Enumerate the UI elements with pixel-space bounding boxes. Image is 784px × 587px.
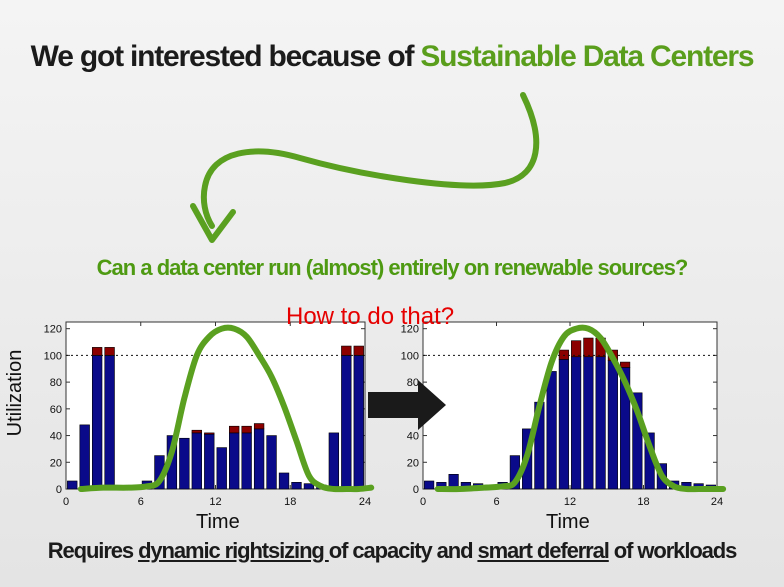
chart-after-xtick-label: 12 bbox=[564, 496, 576, 508]
chart-before-bar-overflow bbox=[241, 425, 252, 434]
chart-before-ytick-label: 80 bbox=[50, 377, 62, 389]
chart-before-bar-overflow bbox=[229, 425, 240, 434]
chart-after-bar-overflow bbox=[571, 340, 582, 358]
chart-after-ytick-label: 0 bbox=[413, 484, 419, 496]
overlay-note: How to do that? bbox=[286, 303, 455, 330]
chart-after-bar-overflow bbox=[558, 349, 569, 360]
footer-link-deferral: smart deferral bbox=[477, 538, 609, 563]
chart-before-bar bbox=[266, 435, 277, 490]
chart-after-ytick-label: 80 bbox=[407, 377, 419, 389]
chart-after-bar-overflow bbox=[620, 361, 631, 368]
chart-after-ytick-label: 100 bbox=[401, 350, 419, 362]
chart-before-bar-overflow bbox=[204, 432, 215, 435]
slide-title-prefix: We got interested because of bbox=[30, 40, 421, 73]
chart-before-xtick-label: 0 bbox=[63, 496, 69, 508]
chart-before-bar-overflow bbox=[104, 347, 115, 356]
footer-link-rightsizing: dynamic rightsizing bbox=[138, 538, 329, 563]
chart-before-ytick-label: 0 bbox=[56, 484, 62, 496]
chart-before-ytick-label: 40 bbox=[50, 431, 62, 443]
chart-before-bar bbox=[278, 472, 290, 490]
chart-after-xtick-label: 18 bbox=[637, 496, 649, 508]
chart-after-bar bbox=[424, 480, 435, 490]
chart-before-supply-curve bbox=[77, 324, 375, 493]
chart-before-bar bbox=[67, 480, 78, 490]
chart-before-bar-overflow bbox=[191, 429, 202, 434]
chart-before-xtick-label: 18 bbox=[284, 496, 296, 508]
chart-before-ytick-label: 60 bbox=[50, 404, 62, 416]
chart-after-bar bbox=[632, 392, 643, 490]
chart-before-bar bbox=[216, 447, 227, 490]
chart-after-xtick-label: 0 bbox=[420, 496, 426, 508]
x-axis-label-right: Time bbox=[546, 511, 590, 533]
footer-part3: of workloads bbox=[608, 538, 738, 563]
chart-after-ytick-label: 120 bbox=[401, 324, 419, 336]
chart-before-ytick-label: 100 bbox=[44, 350, 62, 362]
chart-before-plot-frame bbox=[65, 321, 366, 490]
chart-before-bar-overflow bbox=[253, 423, 265, 430]
chart-after-xtick-label: 24 bbox=[711, 496, 723, 508]
footer-part2: of capacity and bbox=[328, 538, 478, 563]
chart-after-ytick-label: 40 bbox=[407, 431, 419, 443]
slide-title-highlight: Sustainable Data Centers bbox=[420, 40, 754, 73]
footer-part1: Requires bbox=[47, 538, 139, 563]
chart-after-bar-overflow bbox=[583, 337, 594, 358]
x-axis-label-left: Time bbox=[196, 511, 240, 533]
chart-before-ytick-label: 120 bbox=[44, 324, 62, 336]
slide-title: We got interested because of Sustainable… bbox=[0, 40, 784, 74]
slide-question: Can a data center run (almost) entirely … bbox=[96, 255, 689, 280]
chart-before-xtick-label: 12 bbox=[209, 496, 221, 508]
chart-after-supply-curve bbox=[434, 324, 727, 493]
chart-before-bar bbox=[291, 482, 302, 490]
chart-before-bar-overflow bbox=[353, 345, 364, 356]
chart-after-plot-frame bbox=[422, 321, 718, 490]
chart-before-bar bbox=[303, 483, 315, 490]
chart-after-xtick-label: 6 bbox=[493, 496, 499, 508]
chart-after-ytick-label: 20 bbox=[407, 457, 419, 469]
chart-before-bar bbox=[179, 437, 190, 490]
slide-footer: Requires dynamic rightsizing of capacity… bbox=[0, 538, 784, 564]
chart-before-ytick-label: 20 bbox=[50, 457, 62, 469]
chart-before-xtick-label: 24 bbox=[359, 496, 371, 508]
chart-before-xtick-label: 6 bbox=[138, 496, 144, 508]
